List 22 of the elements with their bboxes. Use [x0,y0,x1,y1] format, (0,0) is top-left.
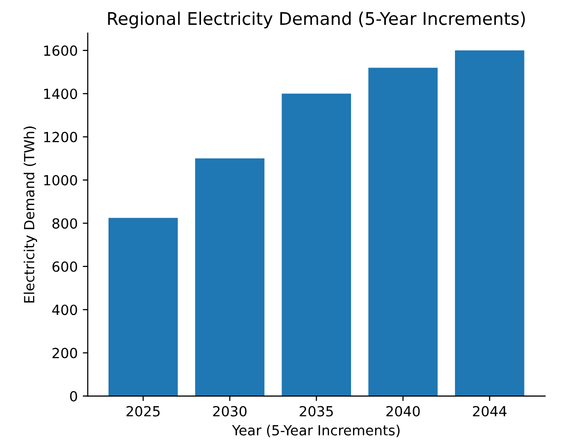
y-tick-label: 1400 [44,88,78,100]
x-tick-label: 2030 [213,406,247,417]
y-tick-label: 0 [70,391,78,402]
bar [368,68,438,396]
x-axis-title: Year (5-Year Increments) [232,424,400,438]
y-tick-label: 600 [52,261,78,272]
y-tick-label: 800 [52,218,78,229]
x-tick-label: 2025 [126,406,160,417]
chart-title: Regional Electricity Demand (5-Year Increments) [108,12,525,28]
bar [195,158,264,396]
y-axis-title: Electricity Demand (TWh) [24,126,38,303]
y-tick-label: 1600 [44,45,78,56]
y-tick-label: 200 [52,348,78,358]
bar [108,218,178,396]
y-tick-label: 400 [52,304,78,316]
bar [282,94,352,396]
x-tick-label: 2035 [300,406,333,417]
x-tick-label: 2040 [386,406,420,417]
y-tick-label: 1200 [44,132,78,142]
bar [454,50,524,396]
y-tick-label: 1000 [44,175,78,186]
x-tick-label: 2044 [472,406,507,417]
